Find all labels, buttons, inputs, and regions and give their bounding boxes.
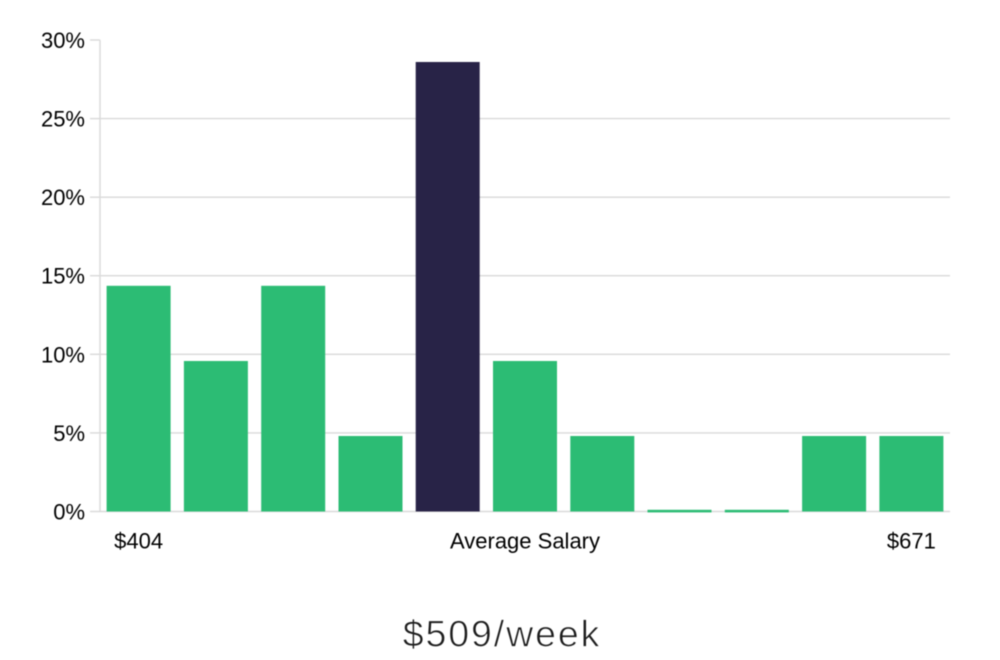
svg-text:20%: 20% — [41, 185, 85, 210]
svg-text:5%: 5% — [53, 421, 85, 446]
svg-text:Average Salary: Average Salary — [450, 529, 600, 554]
svg-text:$509/week: $509/week — [403, 612, 601, 654]
svg-text:10%: 10% — [41, 342, 85, 367]
svg-text:30%: 30% — [41, 28, 85, 53]
svg-text:$404: $404 — [114, 529, 163, 554]
svg-text:$671: $671 — [887, 529, 936, 554]
svg-text:15%: 15% — [41, 264, 85, 289]
svg-text:25%: 25% — [41, 107, 85, 132]
svg-text:0%: 0% — [53, 500, 85, 525]
